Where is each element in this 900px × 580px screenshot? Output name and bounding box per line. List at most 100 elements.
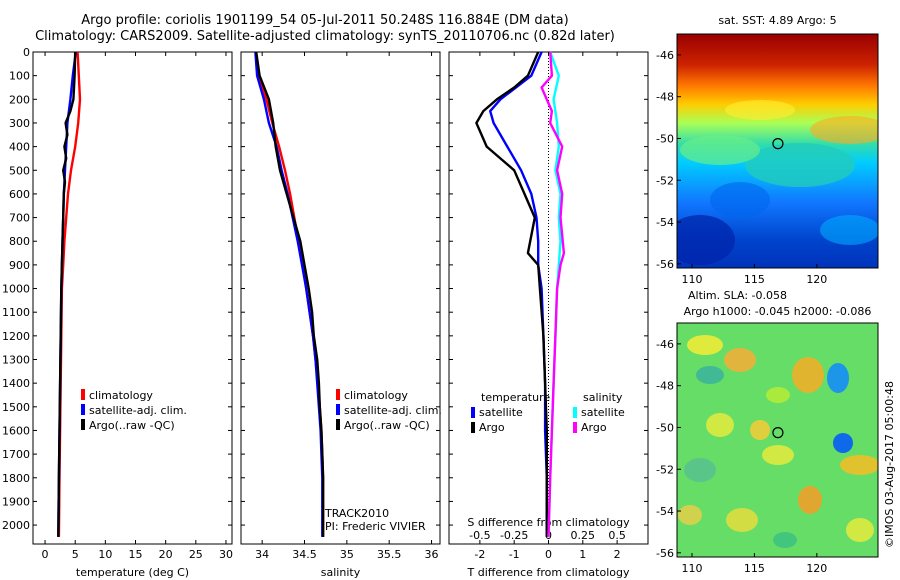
y-tick-label: -52: [656, 463, 674, 476]
legend-swatch: [81, 389, 85, 400]
legend-swatch: [81, 419, 85, 430]
profile-panel-2: 34 34.5 35 35.5 36 salinity climatology satelli…: [240, 51, 442, 579]
x-tick-label: 10: [98, 548, 112, 561]
y-tick-label: 100: [9, 70, 30, 83]
y-tick-label: 500: [9, 164, 30, 177]
legend-swatch: [573, 407, 577, 418]
y-tick-label: -54: [656, 216, 674, 229]
y-tick-label: 1400: [2, 377, 30, 390]
annotation-text: PI: Frederic VIVIER: [325, 520, 426, 533]
legend-heading: temperature: [481, 391, 550, 404]
y-tick-label: 1100: [2, 306, 30, 319]
y-tick-label: 700: [9, 212, 30, 225]
y-tick-label: -56: [656, 547, 674, 560]
x-tick-label: 120: [806, 562, 827, 575]
y-tick-label: -52: [656, 174, 674, 187]
map-frame: [676, 322, 879, 558]
series-line: [255, 51, 325, 537]
map-title: Altim. SLA: -0.058: [688, 289, 787, 302]
y-tick-label: 1000: [2, 283, 30, 296]
figure-title-line2: Climatology: CARS2009. Satellite-adjuste…: [35, 29, 615, 44]
annotation-text: TRACK2010: [324, 507, 389, 520]
legend-label: satellite-adj. clim.: [344, 404, 442, 417]
profile-panel-1: 0 5 10 15 20 25 300100200300400500600700800900…: [2, 46, 233, 579]
legend-label: climatology: [89, 389, 153, 402]
y-tick-label: -48: [656, 91, 674, 104]
y-tick-label: -48: [656, 380, 674, 393]
y-tick-label: -54: [656, 505, 674, 518]
x2-tick-label: -0.25: [500, 529, 528, 542]
argo-position-marker: [772, 138, 784, 150]
y-tick-label: 1300: [2, 354, 30, 367]
series-line: [57, 51, 77, 537]
footer-credit: ©IMOS 03-Aug-2017 05:00:48: [883, 381, 896, 548]
legend-label: Argo: [479, 421, 505, 434]
x-tick-label: 115: [744, 562, 765, 575]
x-tick-label: 25: [189, 548, 203, 561]
y-tick-label: 400: [9, 141, 30, 154]
series-line: [540, 51, 566, 537]
x-tick-label: 5: [72, 548, 79, 561]
x-axis-label: temperature (deg C): [76, 566, 189, 579]
x-tick-label: 115: [744, 273, 765, 286]
y-tick-label: -46: [656, 49, 674, 62]
legend-swatch: [336, 419, 340, 430]
figure-title-line1: Argo profile: coriolis 1901199_54 05-Jul…: [81, 13, 569, 28]
legend-swatch: [81, 404, 85, 415]
x-tick-label: 15: [129, 548, 143, 561]
y-tick-label: -50: [656, 421, 674, 434]
sla-map-axes: 110 115 120 -46 -48 -50 -52 -54 -56 Altim. SLA: -…: [656, 289, 879, 575]
y-tick-label: -46: [656, 338, 674, 351]
x-tick-label: 120: [806, 273, 827, 286]
x-tick-label: 35.5: [377, 548, 402, 561]
y-tick-label: 800: [9, 235, 30, 248]
y-tick-label: 1900: [2, 495, 30, 508]
argo-position-marker: [772, 427, 784, 439]
y-tick-label: 1200: [2, 330, 30, 343]
y-tick-label: -50: [656, 132, 674, 145]
y-tick-label: 1700: [2, 448, 30, 461]
map-title: Argo h1000: -0.045 h2000: -0.086: [684, 305, 872, 318]
x-tick-label: 34.5: [292, 548, 317, 561]
x-tick-label: 36: [425, 548, 439, 561]
x-tick-label: 1: [579, 548, 586, 561]
map-frame: [676, 33, 879, 269]
x-tick-label: -1: [509, 548, 520, 561]
sst-map-axes: 110 115 120 -46 -48 -50 -52 -54 -56 sat. SST: 4.8…: [656, 14, 879, 286]
x-tick-label: 2: [614, 548, 621, 561]
x-tick-label: 30: [219, 548, 233, 561]
legend-label: satellite: [581, 406, 625, 419]
x2-tick-label: -0.5: [469, 529, 490, 542]
legend-swatch: [471, 422, 475, 433]
x-tick-label: 0: [42, 548, 49, 561]
legend-label: climatology: [344, 389, 408, 402]
legend-label: satellite-adj. clim.: [89, 404, 187, 417]
x-tick-label: 110: [681, 273, 702, 286]
x-tick-label: 35: [340, 548, 354, 561]
x-tick-label: 0: [545, 548, 552, 561]
y-tick-label: 200: [9, 93, 30, 106]
y-tick-label: 600: [9, 188, 30, 201]
y-tick-label: 0: [23, 46, 30, 59]
legend-heading: salinity: [583, 391, 623, 404]
y-tick-label: -56: [656, 258, 674, 271]
map-title: sat. SST: 4.89 Argo: 5: [718, 14, 836, 27]
x-tick-label: 34: [255, 548, 269, 561]
x-axis-label: salinity: [321, 566, 361, 579]
x2-tick-label: 0.25: [571, 529, 596, 542]
sla-map: [677, 323, 878, 557]
legend-swatch: [573, 422, 577, 433]
legend-swatch: [336, 404, 340, 415]
legend-label: satellite: [479, 406, 523, 419]
series-line: [475, 51, 548, 537]
y-tick-label: 900: [9, 259, 30, 272]
x-tick-label: -2: [474, 548, 485, 561]
x-tick-label: 110: [681, 562, 702, 575]
sst-map: [677, 34, 878, 268]
y-tick-label: 1800: [2, 472, 30, 485]
y-tick-label: 300: [9, 117, 30, 130]
x-tick-label: 20: [159, 548, 173, 561]
x2-tick-label: 0.5: [608, 529, 626, 542]
legend-label: Argo(..raw -QC): [89, 419, 175, 432]
